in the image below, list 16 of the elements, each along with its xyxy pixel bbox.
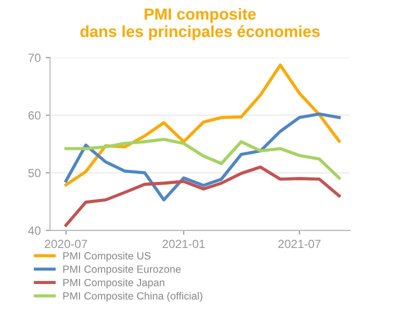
y-tick-label: 40 — [28, 226, 41, 235]
x-tick-label: 2020-07 — [44, 240, 88, 248]
legend-label: PMI Composite Eurozone — [63, 265, 181, 275]
line-series — [64, 112, 341, 202]
legend-label: PMI Composite Japan — [63, 278, 164, 288]
legend-label: PMI Composite China (official) — [63, 292, 202, 302]
x-tick-label: 2021-07 — [278, 240, 321, 248]
y-tick-label: 70 — [28, 54, 41, 62]
line-series — [64, 138, 341, 180]
x-tick-label: 2021-01 — [162, 240, 205, 248]
y-tick-label: 50 — [28, 168, 41, 178]
line-series — [64, 166, 341, 227]
chart-title: PMI composite dans les principales économies — [80, 8, 320, 40]
line-series — [64, 64, 341, 186]
legend-label: PMI Composite US — [63, 252, 151, 262]
y-tick-label: 60 — [28, 111, 41, 120]
